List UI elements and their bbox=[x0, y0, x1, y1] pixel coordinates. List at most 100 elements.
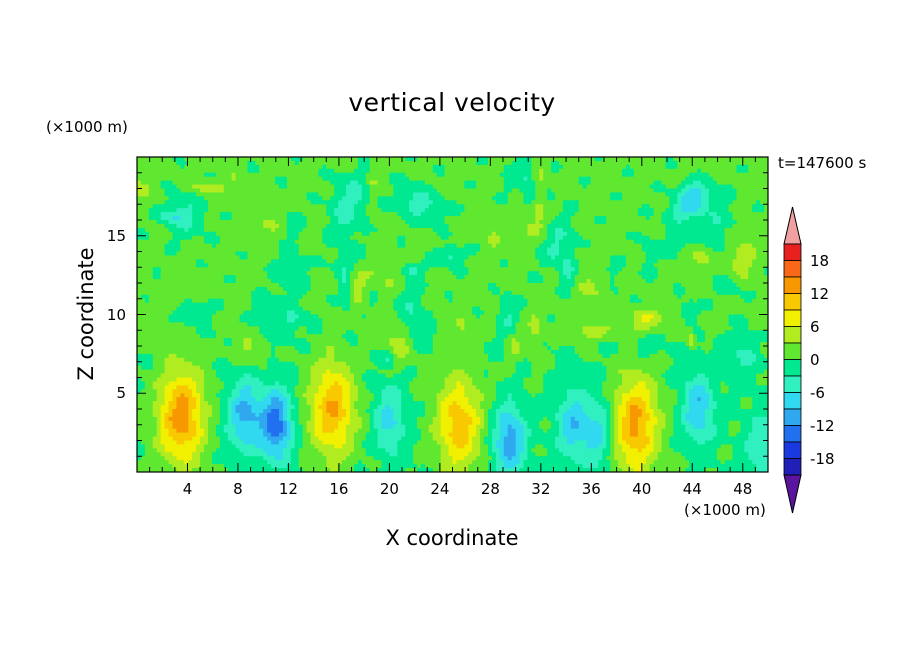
field-cell bbox=[586, 184, 592, 190]
field-cell bbox=[732, 220, 738, 225]
field-cell bbox=[665, 216, 670, 221]
field-cell bbox=[322, 227, 327, 233]
field-cell bbox=[361, 251, 367, 257]
field-cell bbox=[614, 212, 619, 217]
field-cell bbox=[357, 168, 363, 174]
field-cell bbox=[570, 176, 576, 182]
field-cell bbox=[448, 227, 454, 233]
field-cell bbox=[633, 157, 639, 162]
field-cell bbox=[752, 180, 757, 186]
field-cell bbox=[535, 180, 540, 186]
field-cell bbox=[693, 168, 698, 174]
field-cell bbox=[448, 160, 454, 166]
field-cell bbox=[562, 239, 568, 245]
field-cell bbox=[164, 223, 170, 229]
field-cell bbox=[251, 192, 256, 197]
field-cell bbox=[385, 172, 390, 178]
field-cell bbox=[539, 184, 544, 190]
field-cell bbox=[436, 267, 442, 272]
field-cell bbox=[413, 188, 418, 194]
field-cell bbox=[610, 263, 615, 268]
field-cell bbox=[144, 271, 150, 276]
field-cell bbox=[278, 255, 284, 260]
field-cell bbox=[562, 227, 568, 233]
field-cell bbox=[156, 157, 162, 162]
field-cell bbox=[460, 271, 465, 276]
field-cell bbox=[700, 275, 706, 280]
field-cell bbox=[472, 259, 477, 264]
field-cell bbox=[562, 255, 568, 260]
field-cell bbox=[176, 279, 181, 284]
field-cell bbox=[239, 231, 245, 237]
field-cell bbox=[180, 216, 185, 221]
field-cell bbox=[649, 204, 655, 209]
field-cell bbox=[744, 235, 749, 241]
field-cell bbox=[700, 227, 706, 233]
field-cell bbox=[610, 200, 615, 205]
field-cell bbox=[629, 223, 635, 229]
field-cell bbox=[622, 180, 627, 186]
field-cell bbox=[744, 243, 749, 249]
field-cell bbox=[551, 239, 556, 245]
field-cell bbox=[440, 239, 446, 245]
field-cell bbox=[543, 275, 548, 280]
field-cell bbox=[200, 275, 205, 280]
field-cell bbox=[278, 212, 284, 217]
field-cell bbox=[267, 172, 272, 178]
field-cell bbox=[602, 255, 607, 260]
field-cell bbox=[385, 267, 390, 272]
field-cell bbox=[543, 192, 548, 197]
field-cell bbox=[629, 247, 635, 253]
field-cell bbox=[472, 220, 477, 225]
field-cell bbox=[302, 168, 308, 174]
field-cell bbox=[539, 157, 544, 162]
field-cell bbox=[231, 255, 237, 260]
field-cell bbox=[255, 239, 260, 245]
field-cell bbox=[152, 243, 158, 249]
field-cell bbox=[361, 188, 367, 194]
field-cell bbox=[286, 220, 292, 225]
field-cell bbox=[681, 243, 686, 249]
field-cell bbox=[196, 263, 201, 268]
field-cell bbox=[515, 255, 521, 260]
field-cell bbox=[523, 227, 529, 233]
field-cell bbox=[645, 164, 651, 170]
field-cell bbox=[298, 259, 304, 264]
field-cell bbox=[365, 231, 371, 237]
field-cell bbox=[243, 227, 249, 233]
field-cell bbox=[342, 271, 347, 276]
field-cell bbox=[681, 196, 686, 201]
field-cell bbox=[227, 247, 233, 253]
field-cell bbox=[657, 196, 663, 201]
field-cell bbox=[409, 243, 414, 249]
field-cell bbox=[582, 160, 588, 166]
field-cell bbox=[436, 208, 442, 213]
field-cell bbox=[657, 180, 663, 186]
field-cell bbox=[369, 164, 375, 170]
field-cell bbox=[736, 255, 741, 260]
field-cell bbox=[444, 247, 450, 253]
field-cell bbox=[487, 208, 493, 213]
field-cell bbox=[172, 172, 178, 178]
field-cell bbox=[602, 188, 607, 194]
field-cell bbox=[566, 208, 572, 213]
field-cell bbox=[271, 235, 276, 241]
field-cell bbox=[606, 176, 611, 182]
field-cell bbox=[484, 212, 489, 217]
field-cell bbox=[606, 239, 611, 245]
field-cell bbox=[417, 263, 422, 268]
field-cell bbox=[472, 164, 477, 170]
field-cell bbox=[310, 231, 316, 237]
field-cell bbox=[192, 267, 197, 272]
field-cell bbox=[318, 227, 323, 233]
field-cell bbox=[724, 239, 730, 245]
field-cell bbox=[716, 212, 722, 217]
field-cell bbox=[275, 259, 280, 264]
field-cell bbox=[428, 164, 434, 170]
field-cell bbox=[484, 227, 489, 233]
field-cell bbox=[669, 231, 674, 237]
field-cell bbox=[353, 160, 359, 166]
field-cell bbox=[278, 188, 284, 194]
field-cell bbox=[444, 168, 450, 174]
field-cell bbox=[669, 212, 674, 217]
